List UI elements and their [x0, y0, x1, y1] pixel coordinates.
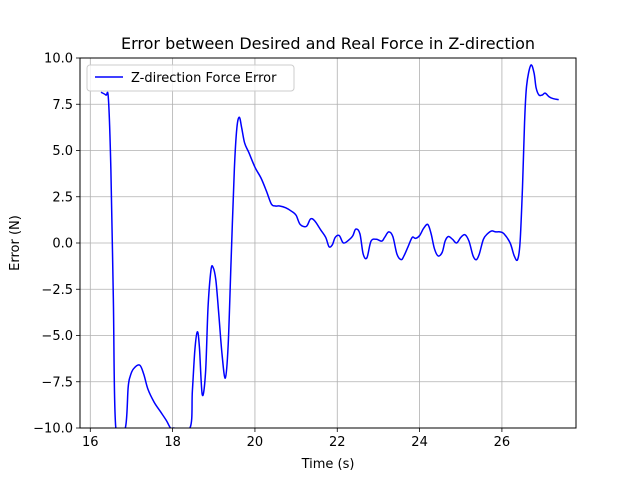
x-tick-label: 26: [494, 435, 511, 450]
legend: Z-direction Force Error: [86, 64, 295, 92]
x-tick-label: 20: [247, 435, 264, 450]
x-tick-label: 22: [329, 435, 346, 450]
y-tick-label: −7.5: [41, 375, 73, 390]
y-tick-label: 5.0: [52, 144, 73, 159]
x-axis-ticks: 16 18 20 22 24 26: [82, 428, 510, 450]
x-tick-label: 18: [164, 435, 181, 450]
y-tick-label: 7.5: [52, 98, 73, 113]
grid-lines: [80, 57, 576, 429]
y-tick-label: −5.0: [41, 329, 73, 344]
y-tick-label: −2.5: [41, 283, 73, 298]
x-axis-label: Time (s): [301, 457, 355, 472]
x-tick-label: 16: [82, 435, 99, 450]
y-axis-ticks: −10.0 −7.5 −5.0 −2.5 0.0 2.5 5.0 7.5 10.0: [33, 52, 80, 437]
legend-label: Z-direction Force Error: [131, 71, 277, 86]
series-line-z-force-error: [100, 64, 559, 428]
x-tick-label: 24: [411, 435, 428, 450]
y-tick-label: −10.0: [33, 422, 73, 437]
chart-title: Error between Desired and Real Force in …: [121, 34, 535, 53]
legend-box: [86, 64, 295, 92]
y-tick-label: 0.0: [52, 237, 73, 252]
y-tick-label: 2.5: [52, 190, 73, 205]
y-axis-label: Error (N): [8, 215, 23, 271]
y-tick-label: 10.0: [44, 52, 73, 67]
